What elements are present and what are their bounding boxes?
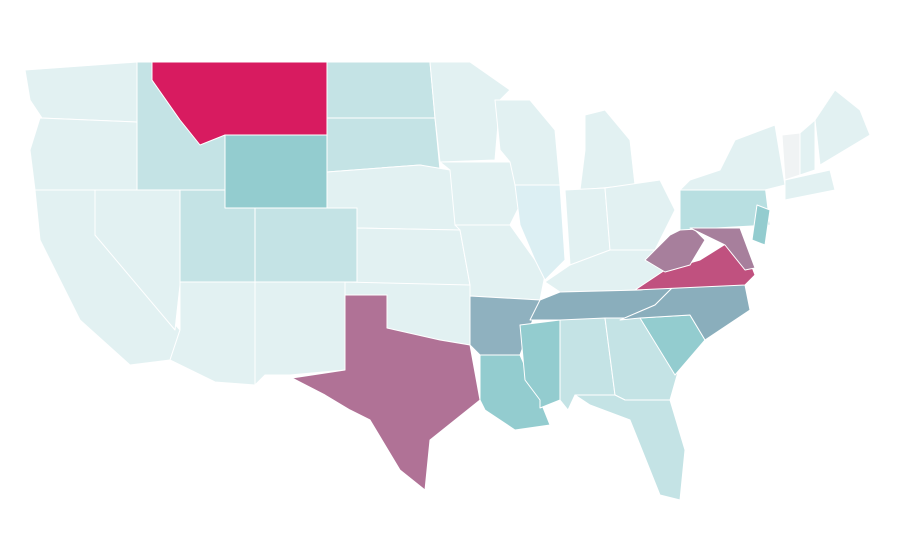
state [326,117,441,173]
state [291,294,481,491]
state [356,227,471,286]
state [644,224,706,273]
state [169,281,256,386]
state [254,281,346,386]
state [574,394,686,501]
state [814,89,871,166]
state [254,207,358,283]
state [784,169,836,201]
state [619,284,751,341]
state [514,184,566,281]
state [689,227,756,271]
state [679,124,786,191]
state [29,117,141,191]
state [579,109,636,191]
state [224,134,328,209]
state [326,61,436,119]
state [24,61,138,123]
state [781,132,801,181]
states [24,61,871,501]
state [799,119,816,176]
state [751,204,771,246]
